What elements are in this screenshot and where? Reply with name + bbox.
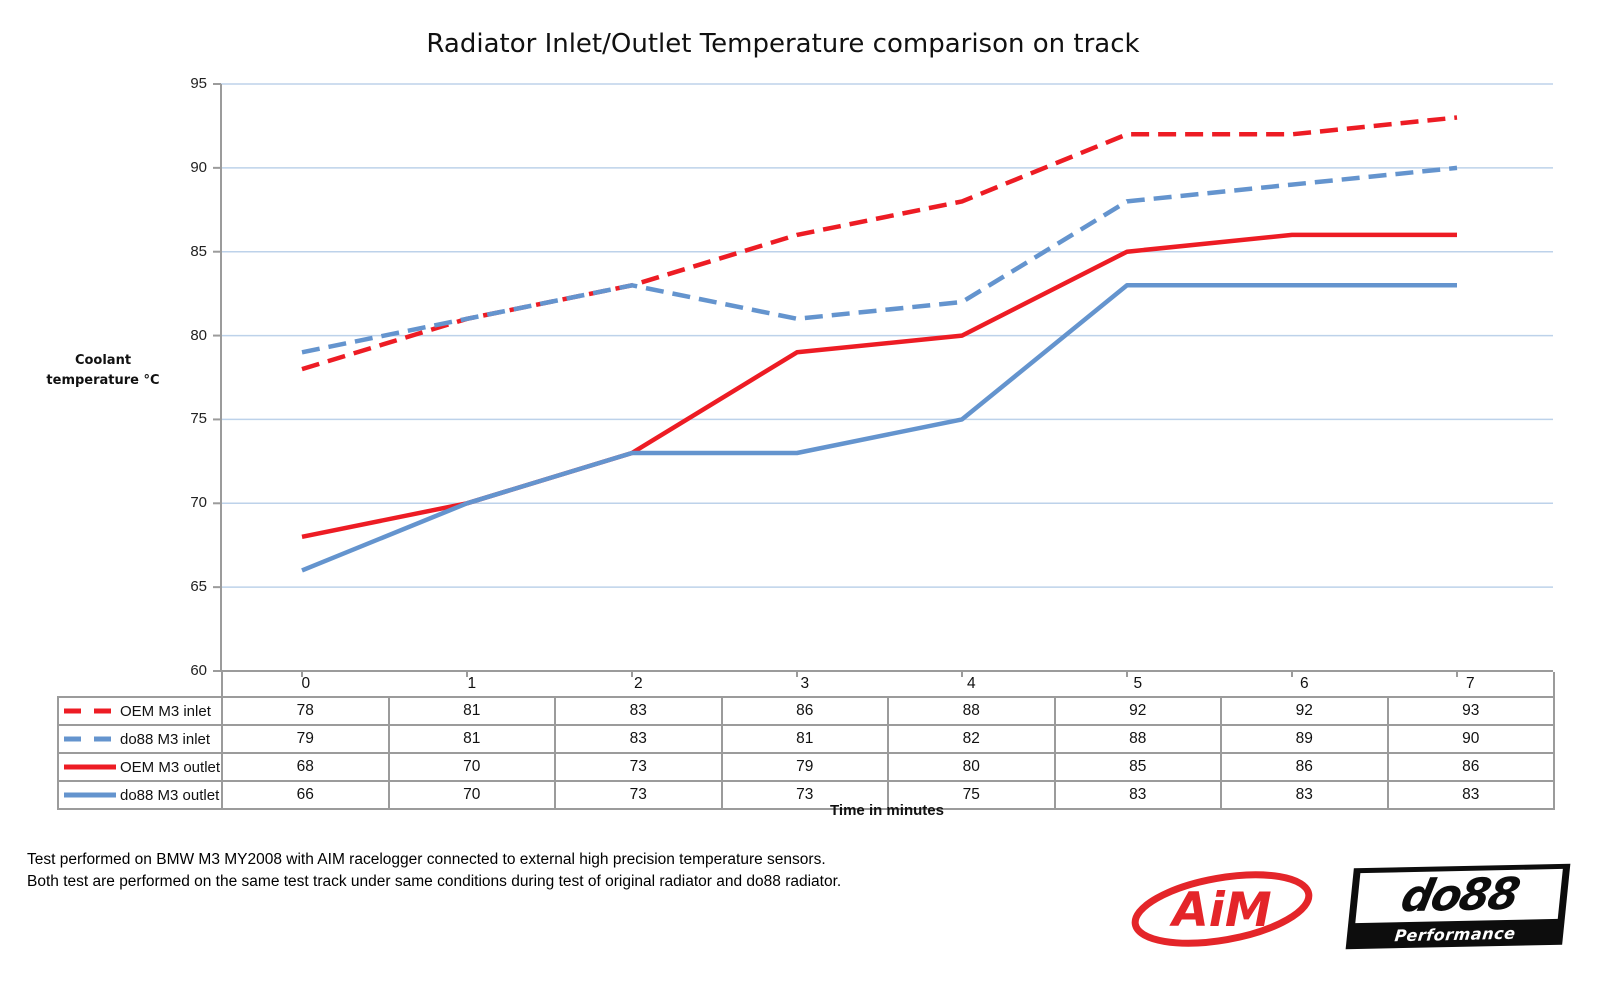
table-value-cell: 66: [221, 780, 390, 810]
y-tick-label: 85: [190, 242, 207, 260]
table-value-cell: 83: [554, 724, 723, 754]
table-header-row: 0 1 2 3 4 5 6 7: [58, 672, 1555, 697]
x-axis-title: Time in minutes: [830, 802, 944, 819]
table-value-cell: 88: [1053, 724, 1222, 754]
x-tick-label: 0: [301, 675, 311, 692]
y-tick-label: 65: [190, 578, 207, 596]
x-axis-label-row: 0 1 2 3 4 5 6 7: [58, 672, 1555, 697]
table-value-cell: 80: [887, 752, 1056, 782]
table-value-cell: 73: [720, 780, 889, 810]
y-tick-label: 70: [190, 494, 207, 512]
x-tick-label: 4: [966, 675, 976, 692]
legend-label: do88 M3 inlet: [120, 730, 211, 748]
table-value-cell: 79: [720, 752, 889, 782]
x-tick-label: 1: [467, 675, 477, 692]
y-tick-label: 90: [190, 158, 207, 176]
do88-logo-subtext: Performance: [1393, 923, 1517, 945]
legend-swatch-dashed: [64, 736, 116, 742]
aim-logo-text: AiM: [1168, 883, 1271, 938]
table-value-cell: 86: [1386, 752, 1555, 782]
table-value-cell: 92: [1220, 696, 1389, 726]
footer-line2: Both test are performed on the same test…: [27, 872, 842, 890]
x-tick-label: 7: [1387, 672, 1555, 697]
legend-cell: OEM M3 inlet: [57, 696, 223, 726]
legend-cell: OEM M3 outlet: [57, 752, 223, 782]
table-row: OEM M3 inlet 78 81 83 86 88 92 92 93: [57, 696, 1555, 726]
series-line-oem-m3-inlet: [301, 115, 1458, 372]
table-value-cell: 68: [221, 752, 390, 782]
table-value-cell: 70: [387, 752, 556, 782]
series-line-do88-m3-outlet: [301, 283, 1457, 573]
table-value-cell: 79: [221, 724, 390, 754]
y-tick-label: 95: [190, 75, 207, 92]
table-row: do88 M3 inlet 79 81 83 81 82 88 89 90: [57, 724, 1555, 754]
series-line-oem-m3-outlet: [301, 232, 1457, 540]
table-row: do88 M3 outlet 66 70 73 73 75 83 83 83: [57, 780, 1555, 810]
legend-cell: do88 M3 outlet: [57, 780, 223, 810]
x-tick-label: 3: [800, 675, 810, 692]
x-tick-label: 6: [1299, 675, 1309, 692]
aim-logo-oval: [1131, 871, 1313, 947]
table-value-cell: 85: [1053, 752, 1222, 782]
y-tick-label: 80: [190, 326, 207, 344]
table-value-cell: 86: [720, 696, 889, 726]
table-value-cell: 93: [1386, 696, 1555, 726]
legend-label: OEM M3 outlet: [120, 758, 221, 776]
table-value-cell: 90: [1386, 724, 1555, 754]
table-value-cell: 82: [887, 724, 1056, 754]
do88-logo-upper: do88: [1355, 868, 1563, 924]
legend-label: do88 M3 outlet: [120, 786, 220, 804]
table-value-cell: 88: [887, 696, 1056, 726]
table-value-cell: 92: [1053, 696, 1222, 726]
table-row: OEM M3 outlet 68 70 73 79 80 85 86 86: [57, 752, 1555, 782]
table-value-cell: 75: [887, 780, 1056, 810]
legend-label: OEM M3 inlet: [120, 702, 211, 720]
table-value-cell: 83: [554, 696, 723, 726]
table-value-cell: 81: [387, 724, 556, 754]
footer-line1: Test performed on BMW M3 MY2008 with AIM…: [27, 851, 826, 868]
table-value-cell: 89: [1220, 724, 1389, 754]
chart-title: Radiator Inlet/Outlet Temperature compar…: [426, 29, 1140, 59]
x-tick-label: 2: [633, 675, 643, 692]
table-value-cell: 73: [554, 780, 723, 810]
x-tick-label: 5: [1133, 675, 1143, 692]
table-value-cell: 83: [1053, 780, 1222, 810]
line-chart: [213, 83, 1553, 677]
y-tick-label: 75: [190, 410, 207, 428]
table-value-cell: 83: [1386, 780, 1555, 810]
legend-swatch-solid: [64, 792, 116, 798]
table-value-cell: 81: [720, 724, 889, 754]
table-value-cell: 86: [1220, 752, 1389, 782]
series-line-do88-m3-inlet: [301, 165, 1458, 355]
footer-notes: Test performed on BMW M3 MY2008 with AIM…: [27, 849, 841, 892]
table-corner-cell: [58, 672, 223, 697]
aim-logo: AiM: [1131, 871, 1313, 947]
table-value-cell: 70: [387, 780, 556, 810]
do88-logo-text: do88: [1396, 868, 1523, 923]
y-axis-title-line2: temperature °C: [46, 373, 160, 388]
y-axis-title-line1: Coolant: [74, 353, 132, 368]
legend-cell: do88 M3 inlet: [57, 724, 223, 754]
table-value-cell: 81: [387, 696, 556, 726]
do88-logo: do88 Performance: [1345, 863, 1571, 950]
table-value-cell: 83: [1220, 780, 1389, 810]
do88-logo-band: Performance: [1353, 919, 1558, 949]
legend-swatch-solid: [64, 764, 116, 770]
legend-swatch-dashed: [64, 708, 116, 714]
table-value-cell: 73: [554, 752, 723, 782]
y-axis-tick-labels: 60 65 70 75 80 85 90 95: [120, 0, 207, 700]
table-value-cell: 78: [221, 696, 390, 726]
y-axis-title: Coolant temperature °C: [28, 351, 178, 391]
